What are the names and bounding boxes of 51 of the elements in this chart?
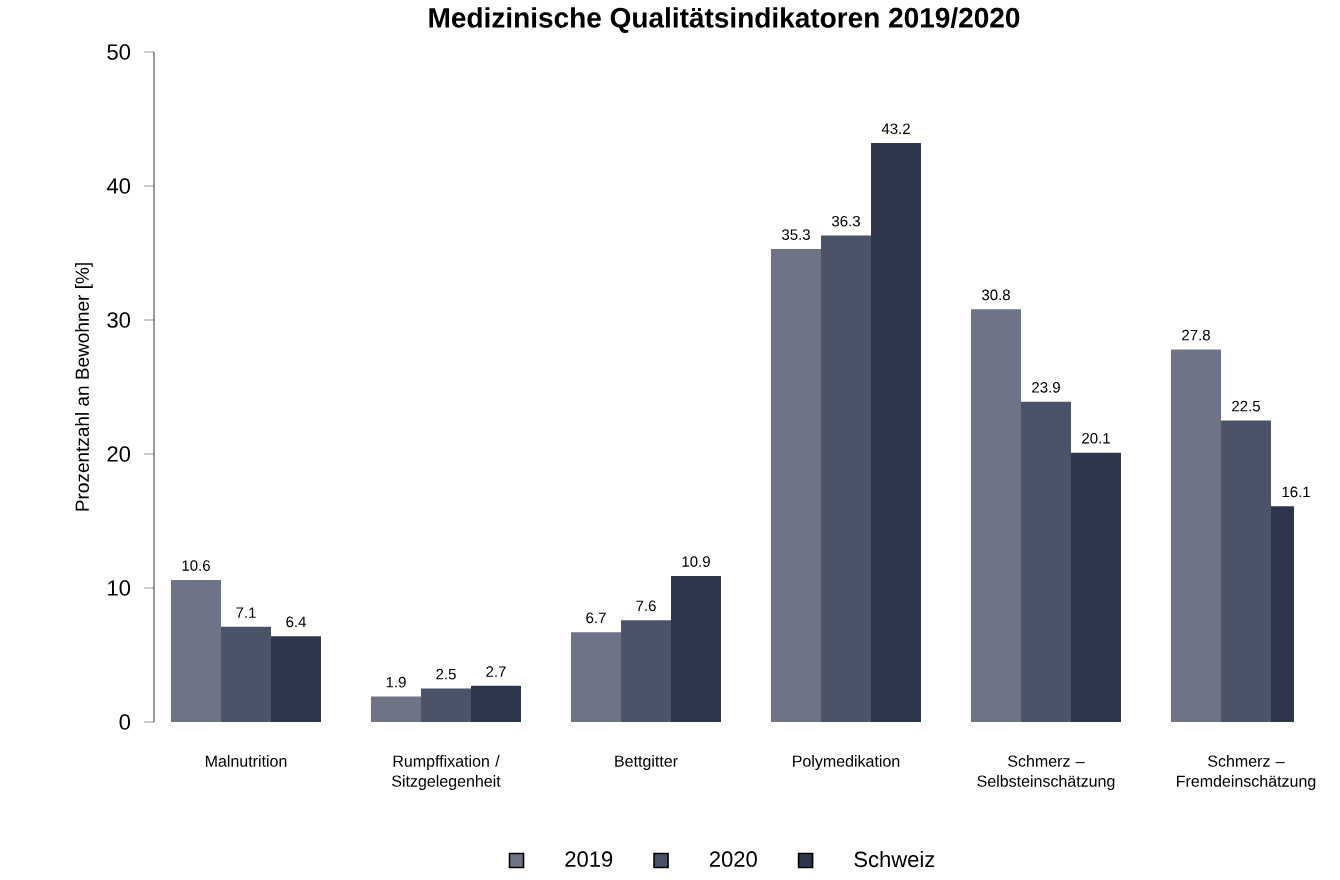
bar [471,685,521,722]
bar [671,575,721,722]
data-label: 2.5 [436,668,456,680]
data-label: 7.1 [236,607,256,618]
data-label: 30.8 [981,289,1010,301]
data-label: 16.1 [1282,486,1310,498]
data-label: 7.6 [636,600,656,612]
bar [421,688,471,722]
x-tick-label: Bettgitter [615,755,678,770]
y-tick-label: 0 [119,714,131,730]
chart-title: Medizinische Qualitätsindikatoren 2019/2020 [429,7,1020,33]
data-label: 1.9 [386,676,406,688]
data-label: 20.1 [1082,432,1110,444]
bar [221,626,272,722]
y-axis-title: Prozentzahl an Bewohner [%] [75,263,93,511]
bar [771,248,821,722]
data-label: 10.9 [682,556,710,567]
x-tick-label: Schmerz – Selbsteinschätzung [977,755,1115,790]
bar [871,143,922,722]
x-tick-label: Polymedikation [793,755,900,770]
data-label: 6.4 [286,616,306,628]
y-tick-label: 10 [108,580,131,596]
bar [971,309,1021,722]
data-label: 43.2 [881,123,910,135]
y-tick-label: 20 [107,446,131,462]
legend-label: Schweiz [854,851,935,868]
data-label: 10.6 [182,560,210,571]
bar [1071,452,1121,722]
x-tick-label: Schmerz – Fremdeinschätzung [1177,755,1316,790]
bar [171,579,221,722]
data-label: 6.7 [586,612,606,624]
x-tick-label: Rumpffixation / Sitzgelegenheit [392,755,501,790]
data-label: 36.3 [831,215,860,227]
x-tick-label: Malnutrition [205,755,287,767]
y-tick-label: 40 [106,178,131,194]
bar [821,235,872,722]
y-tick-label: 50 [107,44,131,60]
data-label: 35.3 [781,229,810,240]
bar [1171,349,1222,722]
legend-label: 2020 [709,851,757,867]
y-tick-label: 30 [107,312,131,328]
legend-label: 2019 [565,851,613,867]
bar [621,620,671,722]
data-label: 23.9 [1032,382,1060,393]
bar [271,636,321,722]
bar [371,696,421,722]
data-label: 27.8 [1182,329,1210,341]
bar [1021,401,1071,722]
data-label: 2.7 [486,666,506,677]
data-label: 22.5 [1232,400,1260,412]
bar [571,632,621,722]
